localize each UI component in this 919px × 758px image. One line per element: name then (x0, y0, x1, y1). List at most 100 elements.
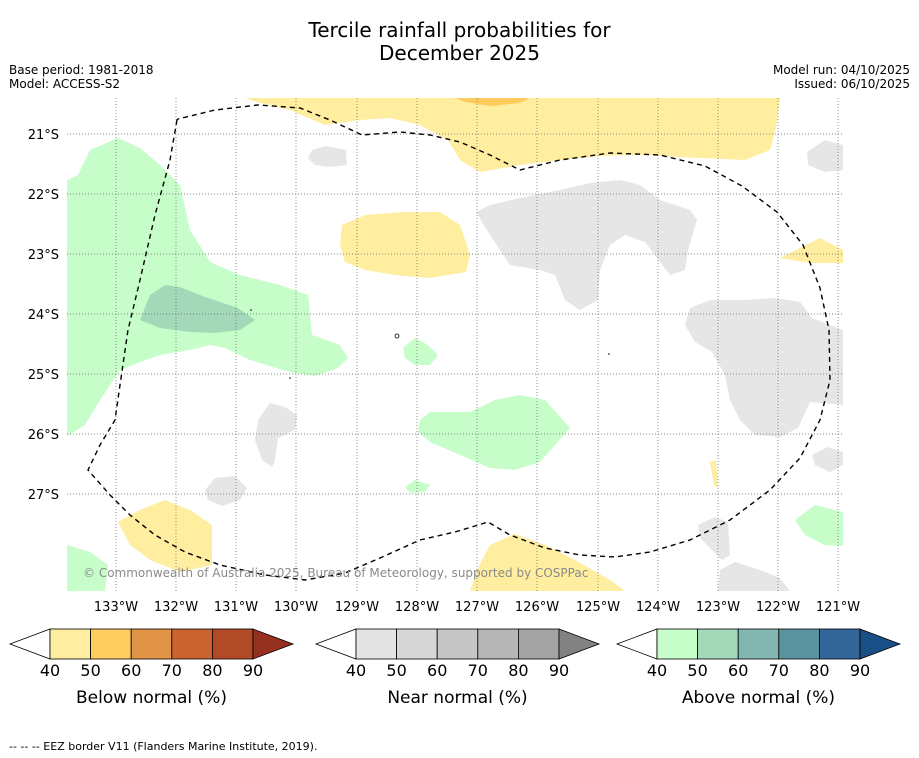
above-normal-patch-tiny (405, 480, 430, 493)
island-speck-2 (608, 353, 610, 355)
colorbar-upper-extend (558, 628, 601, 660)
near-normal-patch-ne (807, 140, 843, 172)
lon-label: 127°W (455, 600, 499, 615)
colorbar-tick-label: 70 (769, 661, 789, 680)
lon-label: 131°W (214, 600, 258, 615)
near-normal-patch-n (308, 146, 347, 167)
colorbar-tick-label: 60 (427, 661, 447, 680)
colorbar-segment (90, 628, 132, 660)
lat-label: 26°S (28, 428, 59, 443)
longitude-labels: 133°W 132°W 131°W 130°W 129°W 128°W 127°W 126°W… (94, 600, 860, 615)
forecast-map: © Commonwealth of Australia 2025, Bureau… (67, 98, 843, 591)
colorbar-tick-label: 80 (508, 661, 528, 680)
lon-label: 132°W (154, 600, 198, 615)
lat-label: 21°S (28, 128, 59, 143)
colorbar-lower-extend (8, 628, 51, 660)
colorbar-segment (49, 628, 91, 660)
lon-label: 128°W (395, 600, 439, 615)
above-normal-region-center (418, 395, 570, 470)
colorbar-tick-label: 80 (809, 661, 829, 680)
island-speck-1 (394, 333, 400, 339)
below-normal-region-north (245, 98, 780, 172)
colorbar-tick-label: 70 (162, 661, 182, 680)
colorbar-tick-label: 80 (202, 661, 222, 680)
colorbar-legends: 40 50 60 70 80 90 Below normal (%) 40 50 60 70 80 90… (8, 628, 902, 708)
colorbar-tick-label: 90 (243, 661, 263, 680)
near-normal-patch-sw (205, 476, 247, 506)
above-normal-patch-se (795, 505, 843, 546)
grid-lines (67, 98, 843, 591)
lon-label: 126°W (515, 600, 559, 615)
colorbar-tick-label: 70 (468, 661, 488, 680)
model-label: Model: ACCESS-S2 (9, 77, 121, 91)
colorbar-2: 40 50 60 70 80 90 Above normal (%) (615, 628, 902, 708)
copyright-notice: © Commonwealth of Australia 2025, Bureau… (83, 566, 588, 580)
lon-label: 124°W (636, 600, 680, 615)
island-speck-4 (289, 377, 291, 379)
colorbar-tick-label: 60 (121, 661, 141, 680)
colorbar-tick-label: 40 (647, 661, 667, 680)
colorbar-segment (819, 628, 861, 660)
colorbar-0: 40 50 60 70 80 90 Below normal (%) (8, 628, 295, 708)
colorbar-tick-label: 50 (687, 661, 707, 680)
near-normal-patch-w (255, 403, 297, 467)
island-speck-3 (250, 309, 252, 311)
colorbar-segment (518, 628, 560, 660)
colorbar-lower-extend (314, 628, 357, 660)
colorbar-tick-label: 50 (80, 661, 100, 680)
near-normal-patch-s (718, 562, 790, 591)
near-normal-patch-se (698, 517, 730, 560)
issued-label: Issued: 06/10/2025 (794, 77, 910, 91)
colorbar-tick-label: 90 (850, 661, 870, 680)
below-normal-region-south (470, 534, 625, 591)
lon-label: 129°W (335, 600, 379, 615)
eez-footnote: -- -- -- EEZ border V11 (Flanders Marine… (9, 740, 318, 753)
lon-label: 121°W (816, 600, 860, 615)
eez-border-line (87, 104, 831, 581)
colorbar-title: Above normal (%) (682, 688, 835, 708)
colorbar-tick-label: 60 (728, 661, 748, 680)
meta-left: Base period: 1981-2018 Model: ACCESS-S2 (9, 63, 154, 91)
colorbar-1: 40 50 60 70 80 90 Near normal (%) (314, 628, 601, 708)
colorbar-tick-label: 90 (549, 661, 569, 680)
chart-title: Tercile rainfall probabilities for Decem… (0, 19, 919, 65)
colorbar-tick-label: 50 (386, 661, 406, 680)
below-normal-region-north-core (455, 98, 530, 106)
below-normal-sliver (710, 460, 718, 488)
lon-label: 125°W (576, 600, 620, 615)
colorbar-lower-extend (615, 628, 658, 660)
colorbar-segment (477, 628, 519, 660)
lon-label: 130°W (274, 600, 318, 615)
colorbar-tick-label: 40 (346, 661, 366, 680)
colorbar-segment (436, 628, 479, 660)
base-period-label: Base period: 1981-2018 (9, 63, 154, 77)
meta-right: Model run: 04/10/2025 Issued: 06/10/2025 (773, 63, 910, 91)
lat-label: 22°S (28, 188, 59, 203)
near-normal-region-center (476, 180, 697, 310)
latitude-labels: 21°S 22°S 23°S 24°S 25°S 26°S 27°S (28, 128, 59, 503)
title-line-1: Tercile rainfall probabilities for (308, 18, 611, 42)
lat-label: 24°S (28, 308, 59, 323)
near-normal-patch-e (812, 447, 843, 472)
lat-label: 25°S (28, 368, 59, 383)
above-normal-patch-small (403, 338, 438, 365)
near-normal-region-east (685, 298, 843, 437)
colorbar-upper-extend (252, 628, 295, 660)
colorbar-segment (697, 628, 739, 660)
colorbar-segment (778, 628, 820, 660)
lon-label: 123°W (696, 600, 740, 615)
lat-label: 27°S (28, 488, 59, 503)
lon-label: 133°W (94, 600, 138, 615)
colorbar-segment (355, 628, 397, 660)
above-normal-region-west (67, 138, 348, 436)
colorbar-segment (656, 628, 698, 660)
below-normal-region-east (780, 238, 843, 263)
colorbar-segment (130, 628, 173, 660)
lat-label: 23°S (28, 248, 59, 263)
colorbar-segment (171, 628, 213, 660)
colorbar-title: Below normal (%) (76, 688, 227, 708)
lon-label: 122°W (756, 600, 800, 615)
model-run-label: Model run: 04/10/2025 (772, 63, 910, 77)
colorbar-segment (396, 628, 438, 660)
